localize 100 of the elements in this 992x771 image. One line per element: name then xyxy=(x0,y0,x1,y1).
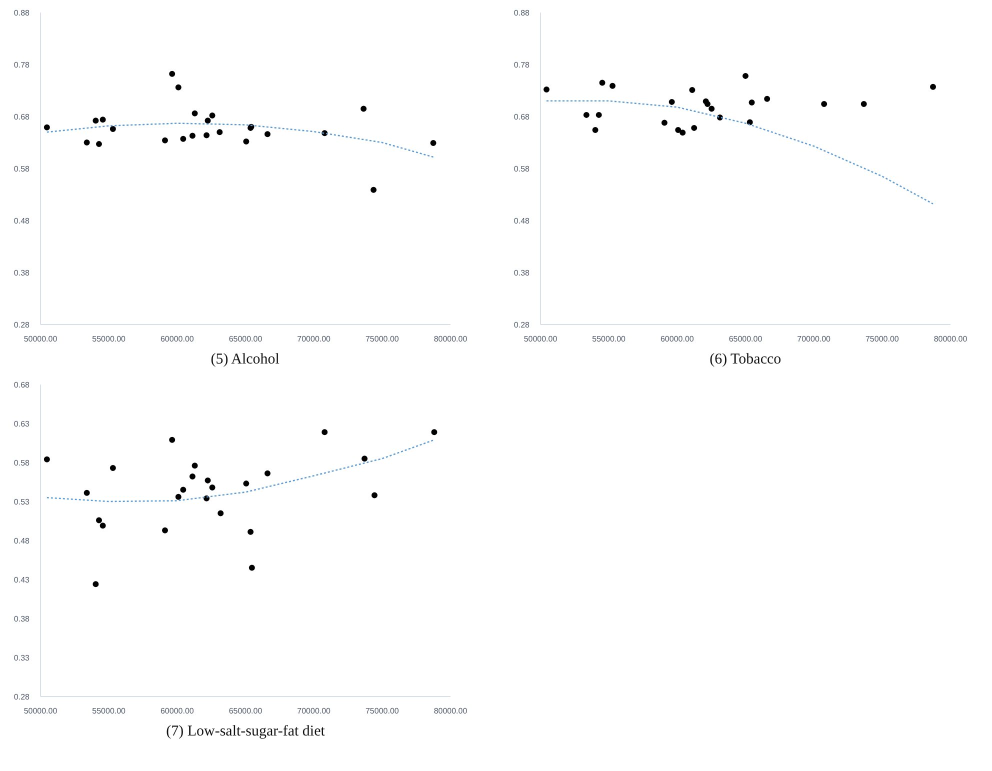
y-tick-label: 0.33 xyxy=(14,654,30,662)
y-tick-label: 0.28 xyxy=(514,320,530,330)
y-tick-label: 0.38 xyxy=(14,268,30,278)
line-series xyxy=(546,100,934,205)
x-tick-label: 75000.00 xyxy=(365,706,400,716)
point xyxy=(192,110,198,116)
point xyxy=(746,119,753,126)
x-tick-label: 60000.00 xyxy=(660,334,694,344)
point xyxy=(204,132,210,138)
x-tick-label: 70000.00 xyxy=(297,706,332,716)
point xyxy=(370,186,377,193)
point xyxy=(175,84,182,90)
line-series xyxy=(46,439,435,502)
x-tick-label: 50000.00 xyxy=(24,334,58,344)
x-tick-label: 70000.00 xyxy=(797,334,832,344)
point xyxy=(169,70,176,77)
point xyxy=(860,101,867,108)
point xyxy=(930,84,936,90)
y-tick-label: 0.48 xyxy=(14,536,30,546)
point xyxy=(430,140,436,146)
x-tick-label: 80000.00 xyxy=(434,334,468,344)
point xyxy=(192,462,198,469)
x-tick-label: 50000.00 xyxy=(524,334,558,344)
point xyxy=(180,486,186,493)
text: (7) Low-salt-sugar-fat diet xyxy=(166,724,326,740)
x-tick-label: 65000.00 xyxy=(728,334,763,344)
point xyxy=(110,464,116,471)
point xyxy=(96,517,102,524)
point xyxy=(610,82,616,89)
x-tick-label: 75000.00 xyxy=(365,334,400,344)
point xyxy=(189,474,196,480)
y-tick-label: 0.88 xyxy=(14,8,30,18)
x-tick-label: 65000.00 xyxy=(228,706,263,716)
x-tick-label: 60000.00 xyxy=(160,706,194,716)
point xyxy=(248,528,254,535)
y-tick-label: 0.68 xyxy=(14,112,30,122)
y-tick-label: 0.28 xyxy=(14,692,30,702)
point xyxy=(821,101,828,108)
point xyxy=(84,140,90,146)
point xyxy=(209,112,216,118)
y-tick-label: 0.88 xyxy=(514,8,530,18)
text: (5) Alcohol xyxy=(210,352,280,368)
point xyxy=(264,470,271,476)
point xyxy=(704,101,711,108)
y-tick-label: 0.28 xyxy=(14,320,30,330)
x-tick-label: 80000.00 xyxy=(434,706,468,716)
y-tick-label: 0.48 xyxy=(14,216,30,226)
x-tick-label: 75000.00 xyxy=(865,334,900,344)
point xyxy=(248,564,255,571)
point xyxy=(675,127,682,134)
point xyxy=(691,124,698,131)
point xyxy=(544,86,550,92)
x-tick-label: 60000.00 xyxy=(160,334,194,344)
x-tick-label: 55000.00 xyxy=(592,334,626,344)
point xyxy=(243,138,250,144)
point xyxy=(742,72,748,79)
point xyxy=(169,436,176,443)
y-tick-label: 0.53 xyxy=(14,498,30,506)
y-tick-label: 0.78 xyxy=(514,60,530,70)
y-tick-label: 0.48 xyxy=(514,216,530,226)
point xyxy=(764,96,770,102)
text: (6) Tobacco xyxy=(710,352,782,368)
point xyxy=(100,116,106,123)
point xyxy=(175,494,182,500)
point xyxy=(162,527,168,534)
x-tick-label: 55000.00 xyxy=(92,706,126,716)
y-tick-label: 0.78 xyxy=(14,60,30,70)
y-tick-label: 0.58 xyxy=(14,458,30,468)
y-tick-label: 0.68 xyxy=(14,380,30,390)
point xyxy=(362,456,368,462)
point xyxy=(596,112,602,118)
point xyxy=(84,490,90,496)
line-series xyxy=(46,122,434,158)
point xyxy=(189,132,196,139)
point xyxy=(92,118,99,124)
point xyxy=(243,480,250,487)
y-tick-label: 0.63 xyxy=(14,420,30,428)
point xyxy=(599,80,606,86)
point xyxy=(748,99,755,106)
y-tick-label: 0.68 xyxy=(514,112,530,122)
point xyxy=(661,120,668,126)
point xyxy=(44,456,50,462)
point xyxy=(592,127,598,134)
y-tick-label: 0.58 xyxy=(14,164,30,174)
x-tick-label: 70000.00 xyxy=(297,334,332,344)
x-tick-label: 55000.00 xyxy=(92,334,126,344)
x-tick-label: 80000.00 xyxy=(934,334,968,344)
point xyxy=(162,137,168,144)
point xyxy=(92,581,99,588)
point xyxy=(264,131,271,138)
point xyxy=(218,510,224,516)
y-tick-label: 0.43 xyxy=(14,576,30,584)
x-tick-label: 65000.00 xyxy=(228,334,263,344)
point xyxy=(96,141,102,148)
point xyxy=(708,106,715,112)
y-tick-label: 0.58 xyxy=(514,164,530,174)
point xyxy=(44,124,50,130)
point xyxy=(668,98,675,105)
y-tick-label: 0.38 xyxy=(14,614,30,624)
point xyxy=(100,522,106,529)
